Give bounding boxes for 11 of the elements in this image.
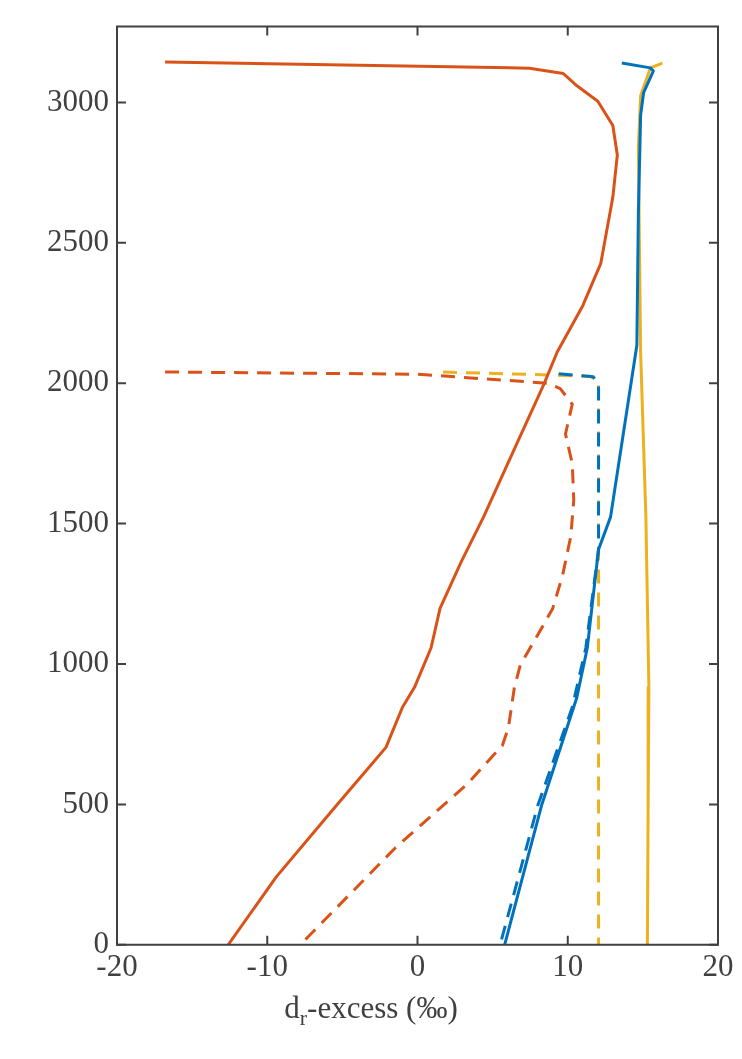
x-tick-label: 0 — [409, 947, 426, 983]
y-tick-label: 1500 — [47, 503, 109, 539]
y-tick-label: 1000 — [47, 644, 109, 680]
x-axis-title: d$_{r}$-excess (‰) — [283, 990, 459, 1032]
y-tick-label: 2500 — [47, 222, 109, 258]
x-tick-label: 10 — [552, 947, 584, 983]
x-tick-label: -10 — [246, 947, 288, 983]
x-tick-label: 20 — [702, 947, 734, 983]
y-tick-label: 500 — [62, 784, 109, 820]
y-tick-label: 2000 — [47, 363, 109, 399]
y-tick-label: 3000 — [47, 82, 109, 118]
